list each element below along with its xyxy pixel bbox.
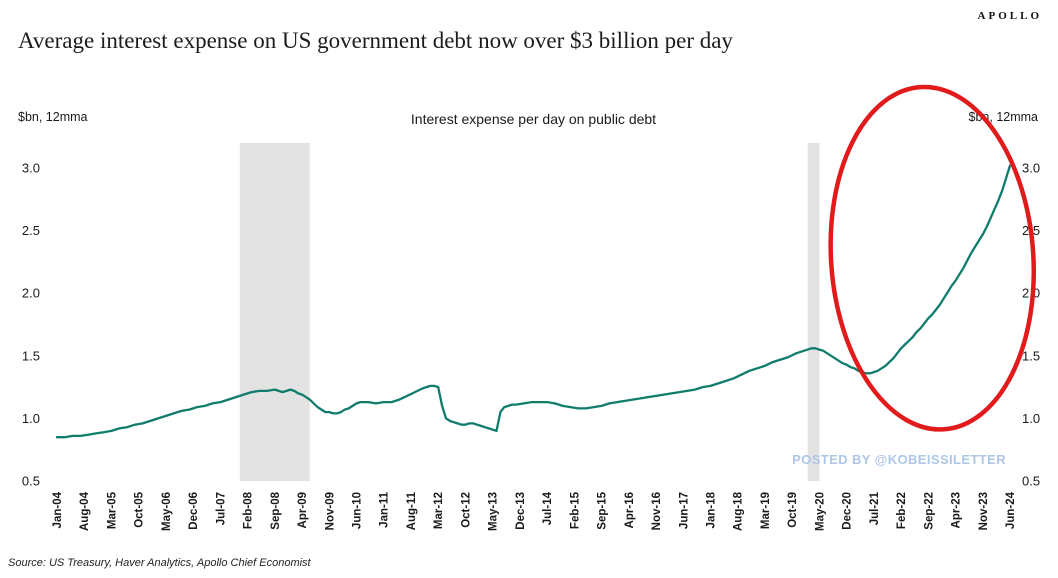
x-tick-label: Aug-18 [733,491,745,531]
x-tick-label: Sep-22 [923,492,935,530]
x-tick-label: Apr-09 [297,492,309,528]
y-tick-label-left: 2.5 [22,223,40,238]
x-tick-label: Jul-14 [542,491,554,525]
x-tick-label: Mar-05 [107,491,119,529]
x-tick-label: Jan-04 [52,491,64,528]
x-tick-label: Sep-08 [270,491,282,529]
x-tick-label: Aug-04 [79,491,91,531]
y-tick-label-right: 1.5 [1022,348,1040,363]
x-tick-label: Oct-19 [787,492,799,528]
x-tick-label: Sep-15 [597,491,609,529]
source-note: Source: US Treasury, Haver Analytics, Ap… [8,557,311,569]
watermark: POSTED BY @KOBEISSILETTER [792,452,1006,467]
y-tick-label-right: 1.0 [1022,411,1040,426]
x-tick-label: Apr-23 [951,492,963,528]
x-tick-label: Feb-22 [896,492,908,529]
x-tick-label: Dec-06 [188,492,200,530]
recession-band [239,143,310,481]
x-tick-label: Jun-10 [352,492,364,529]
x-tick-label: Mar-12 [433,492,445,529]
x-tick-label: Oct-12 [460,492,472,528]
x-tick-label: Jul-21 [869,491,881,525]
x-tick-label: Mar-19 [760,492,772,529]
x-tick-label: May-06 [161,492,173,531]
x-tick-label: Jun-24 [1005,491,1017,529]
x-tick-label: Feb-15 [569,491,581,529]
y-axis-unit-left: $bn, 12mma [18,110,88,124]
apollo-logo: APOLLO [977,10,1042,22]
x-tick-label: Apr-16 [624,492,636,528]
x-tick-label: Nov-16 [651,492,663,530]
x-tick-label: Jun-17 [678,492,690,529]
page-title: Average interest expense on US governmen… [18,28,733,53]
y-tick-label-left: 1.0 [22,411,40,426]
y-tick-label-right: 3.0 [1022,161,1040,176]
y-tick-label-left: 1.5 [22,348,40,363]
x-tick-label: Oct-05 [134,491,146,527]
x-tick-label: May-13 [488,492,500,531]
line-series [55,164,1012,439]
x-tick-label: May-20 [814,492,826,531]
x-tick-label: Dec-20 [842,492,854,530]
y-tick-label-left: 2.0 [22,286,40,301]
y-tick-label-left: 0.5 [22,474,40,489]
x-tick-label: Nov-23 [978,492,990,530]
recession-band [807,143,820,481]
x-tick-label: Aug-11 [406,491,418,530]
y-tick-label-right: 0.5 [1022,474,1040,489]
x-tick-label: Jan-18 [706,491,718,528]
x-tick-label: Nov-09 [324,492,336,530]
chart-title: Interest expense per day on public debt [410,111,657,127]
x-tick-label: Dec-13 [515,492,527,530]
highlight-ellipse [828,84,1037,432]
x-tick-label: Feb-08 [243,491,255,529]
y-tick-label-left: 3.0 [22,161,40,176]
x-tick-label: Jan-11 [379,491,391,527]
x-tick-label: Jul-07 [215,492,227,525]
